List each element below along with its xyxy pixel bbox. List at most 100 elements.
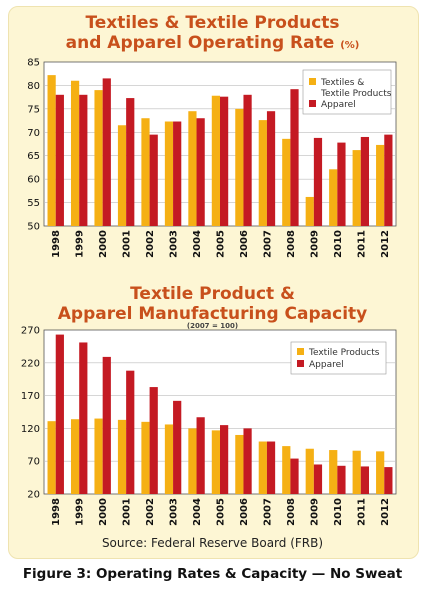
- chart2-bar-textile: [329, 450, 338, 494]
- chart2-ytick-label: 120: [21, 424, 40, 435]
- chart1-bar-textile: [211, 95, 220, 226]
- chart1-ytick-label: 55: [27, 198, 40, 209]
- chart1-bar-apparel: [102, 78, 111, 227]
- chart1-xtick-label: 2002: [145, 230, 156, 258]
- chart1-bar-apparel: [196, 118, 205, 226]
- chart1-title-line2: and Apparel Operating Rate: [65, 33, 335, 53]
- chart1-ytick-label: 70: [27, 128, 40, 139]
- chart1-ytick-label: 65: [27, 151, 40, 162]
- chart2-bar-apparel: [290, 458, 299, 494]
- chart2-bar-apparel: [126, 370, 135, 494]
- chart1-bar-textile: [164, 121, 174, 226]
- chart2-legend: [290, 341, 387, 375]
- chart2-xtick-label: 1998: [51, 498, 62, 526]
- chart1-xtick-label: 2000: [98, 230, 109, 258]
- chart1-xtick-label: 2012: [380, 230, 391, 258]
- chart2-bar-apparel: [384, 467, 393, 494]
- chart2-bar-apparel: [149, 387, 158, 494]
- chart2-bar-apparel: [55, 334, 64, 494]
- chart1-legend-label: Textiles &: [320, 78, 364, 88]
- chart1-xtick-label: 2011: [356, 230, 367, 258]
- chart1-xtick-label: 2004: [192, 230, 203, 258]
- source-note: Source: Federal Reserve Board (FRB): [101, 536, 324, 550]
- chart1-legend-label: Apparel: [321, 100, 356, 110]
- chart1-bar-apparel: [290, 89, 299, 226]
- chart2-xtick-label: 2001: [122, 498, 133, 526]
- chart1-bar-apparel: [55, 94, 64, 226]
- chart1-xtick-label: 2008: [286, 230, 297, 258]
- chart1-bar-apparel: [243, 94, 252, 226]
- chart2-xtick-label: 2011: [356, 498, 367, 526]
- chart2-ytick-label: 20: [27, 490, 40, 501]
- chart2-xtick-label: 2010: [333, 498, 344, 526]
- chart2-title-line1: Textile Product &: [130, 284, 295, 304]
- chart2-bar-apparel: [360, 466, 370, 494]
- chart1-bar-textile: [70, 80, 80, 226]
- chart1-ytick-label: 75: [27, 104, 40, 115]
- chart1-xtick-label: 1998: [51, 230, 62, 258]
- chart2-xtick-label: 2002: [145, 498, 156, 526]
- chart2-xtick-label: 2007: [262, 498, 273, 526]
- chart2-legend-label: Textile Products: [308, 348, 380, 358]
- chart2-bar-textile: [211, 430, 220, 494]
- chart1-bar-textile: [258, 120, 267, 226]
- chart2-xtick-label: 2006: [239, 498, 250, 526]
- chart1-xtick-label: 2010: [333, 230, 344, 258]
- chart1-bar-textile: [117, 125, 127, 226]
- chart1-legend-swatch-textile: [309, 78, 316, 85]
- chart2-bar-textile: [235, 434, 244, 494]
- chart2-bar-textile: [258, 441, 267, 494]
- chart1-xtick-label: 2001: [122, 230, 133, 258]
- chart1-xtick-label: 2006: [239, 230, 250, 258]
- chart1-bar-apparel: [337, 142, 346, 226]
- chart1-title-line1: Textiles & Textile Products: [85, 13, 340, 33]
- chart2-bar-textile: [164, 424, 174, 494]
- chart2-bar-apparel: [220, 425, 229, 494]
- chart2-bar-apparel: [266, 441, 276, 494]
- chart1-xtick-label: 2003: [169, 230, 180, 258]
- chart1-bar-textile: [376, 144, 385, 226]
- chart2-ytick-label: 220: [21, 358, 40, 369]
- chart2-bar-apparel: [173, 400, 182, 494]
- chart1-bar-apparel: [360, 136, 370, 226]
- chart2-bar-textile: [188, 428, 197, 494]
- chart1-xtick-label: 2007: [262, 230, 273, 258]
- chart2-bar-textile: [47, 421, 56, 494]
- chart2-bar-textile: [305, 448, 314, 494]
- chart2-legend-swatch-apparel: [297, 360, 304, 367]
- chart1-bar-textile: [329, 169, 338, 226]
- chart1-xtick-label: 2005: [216, 230, 227, 258]
- chart2-xtick-label: 2003: [169, 498, 180, 526]
- chart2-xtick-label: 2008: [286, 498, 297, 526]
- chart1-ytick-label: 60: [27, 175, 40, 186]
- chart1-bar-apparel: [266, 111, 276, 226]
- chart1-bar-apparel: [313, 137, 323, 226]
- chart1-xtick-label: 1999: [75, 230, 86, 258]
- chart1-bar-textile: [94, 90, 103, 226]
- chart1-bar-textile: [305, 196, 314, 226]
- chart1-bar-apparel: [173, 121, 182, 226]
- chart2-bar-apparel: [337, 465, 346, 494]
- chart1-bar-apparel: [220, 96, 229, 226]
- chart2-bar-textile: [117, 419, 127, 494]
- chart2-bar-textile: [352, 450, 361, 494]
- chart1-bar-textile: [188, 111, 197, 226]
- chart2-bar-apparel: [79, 342, 88, 494]
- chart1-bar-apparel: [149, 134, 158, 226]
- chart2-xtick-label: 2005: [216, 498, 227, 526]
- chart2-ytick-label: 270: [21, 326, 40, 337]
- chart1-bar-textile: [235, 108, 244, 226]
- chart1-bar-apparel: [126, 98, 135, 226]
- chart2-bar-apparel: [196, 417, 205, 494]
- chart2-xtick-label: 2004: [192, 498, 203, 526]
- chart2-bar-textile: [94, 418, 103, 494]
- chart2-xtick-label: 1999: [75, 498, 86, 526]
- chart1-ytick-label: 80: [27, 81, 40, 92]
- chart1-ytick-label: 85: [27, 58, 40, 69]
- chart2-title-line2: Apparel Manufacturing Capacity: [57, 304, 368, 324]
- chart2-ytick-label: 170: [21, 391, 40, 402]
- chart1-bar-textile: [282, 138, 291, 226]
- chart2-bar-apparel: [102, 356, 111, 494]
- chart1-legend-swatch-apparel: [309, 100, 316, 107]
